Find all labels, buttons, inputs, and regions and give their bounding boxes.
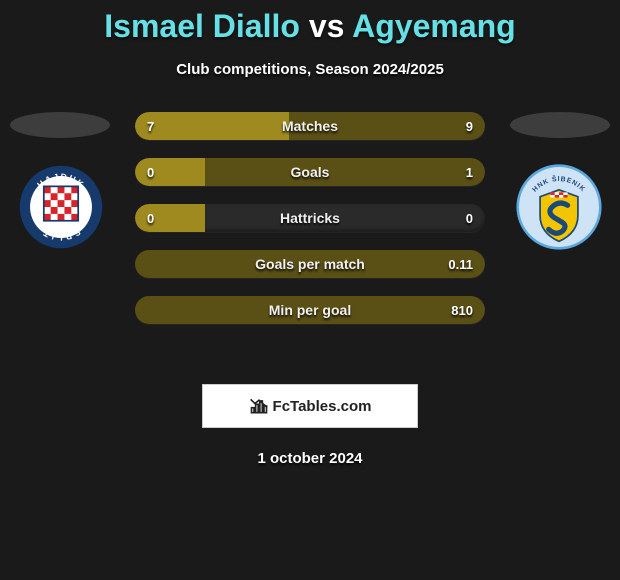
comparison-stage: HAJDUK SPLIT [0, 112, 620, 372]
stat-row: Min per goal810 [135, 296, 485, 324]
player1-name: Ismael Diallo [104, 8, 300, 44]
shadow-left [10, 112, 110, 138]
bar-fill-left [135, 204, 205, 232]
bar-fill-left [135, 158, 205, 186]
stat-row: Goals01 [135, 158, 485, 186]
hnk-sibenik-logo: HNK ŠIBENIK [516, 164, 602, 250]
bar-fill-right [289, 112, 485, 140]
bar-fill-right [205, 158, 485, 186]
bar-fill-right [135, 250, 485, 278]
hajduk-split-logo: HAJDUK SPLIT [18, 164, 104, 250]
bar-fill-left [135, 112, 289, 140]
bar-fill-right [135, 296, 485, 324]
player2-name: Agyemang [352, 8, 516, 44]
stat-row: Hattricks00 [135, 204, 485, 232]
stat-row: Matches79 [135, 112, 485, 140]
stat-row: Goals per match0.11 [135, 250, 485, 278]
footer-date: 1 october 2024 [0, 450, 620, 467]
chart-icon [249, 396, 269, 416]
vs-text: vs [309, 8, 345, 44]
comparison-title: Ismael Diallo vs Agyemang [0, 0, 620, 45]
fctables-badge[interactable]: FcTables.com [202, 384, 418, 428]
brand-text: FcTables.com [273, 398, 372, 415]
stat-bars: Matches79 Goals01 Hattricks00 Goals per mat… [135, 112, 485, 342]
subtitle: Club competitions, Season 2024/2025 [0, 61, 620, 78]
shadow-right [510, 112, 610, 138]
stat-value-right: 0 [454, 204, 485, 232]
